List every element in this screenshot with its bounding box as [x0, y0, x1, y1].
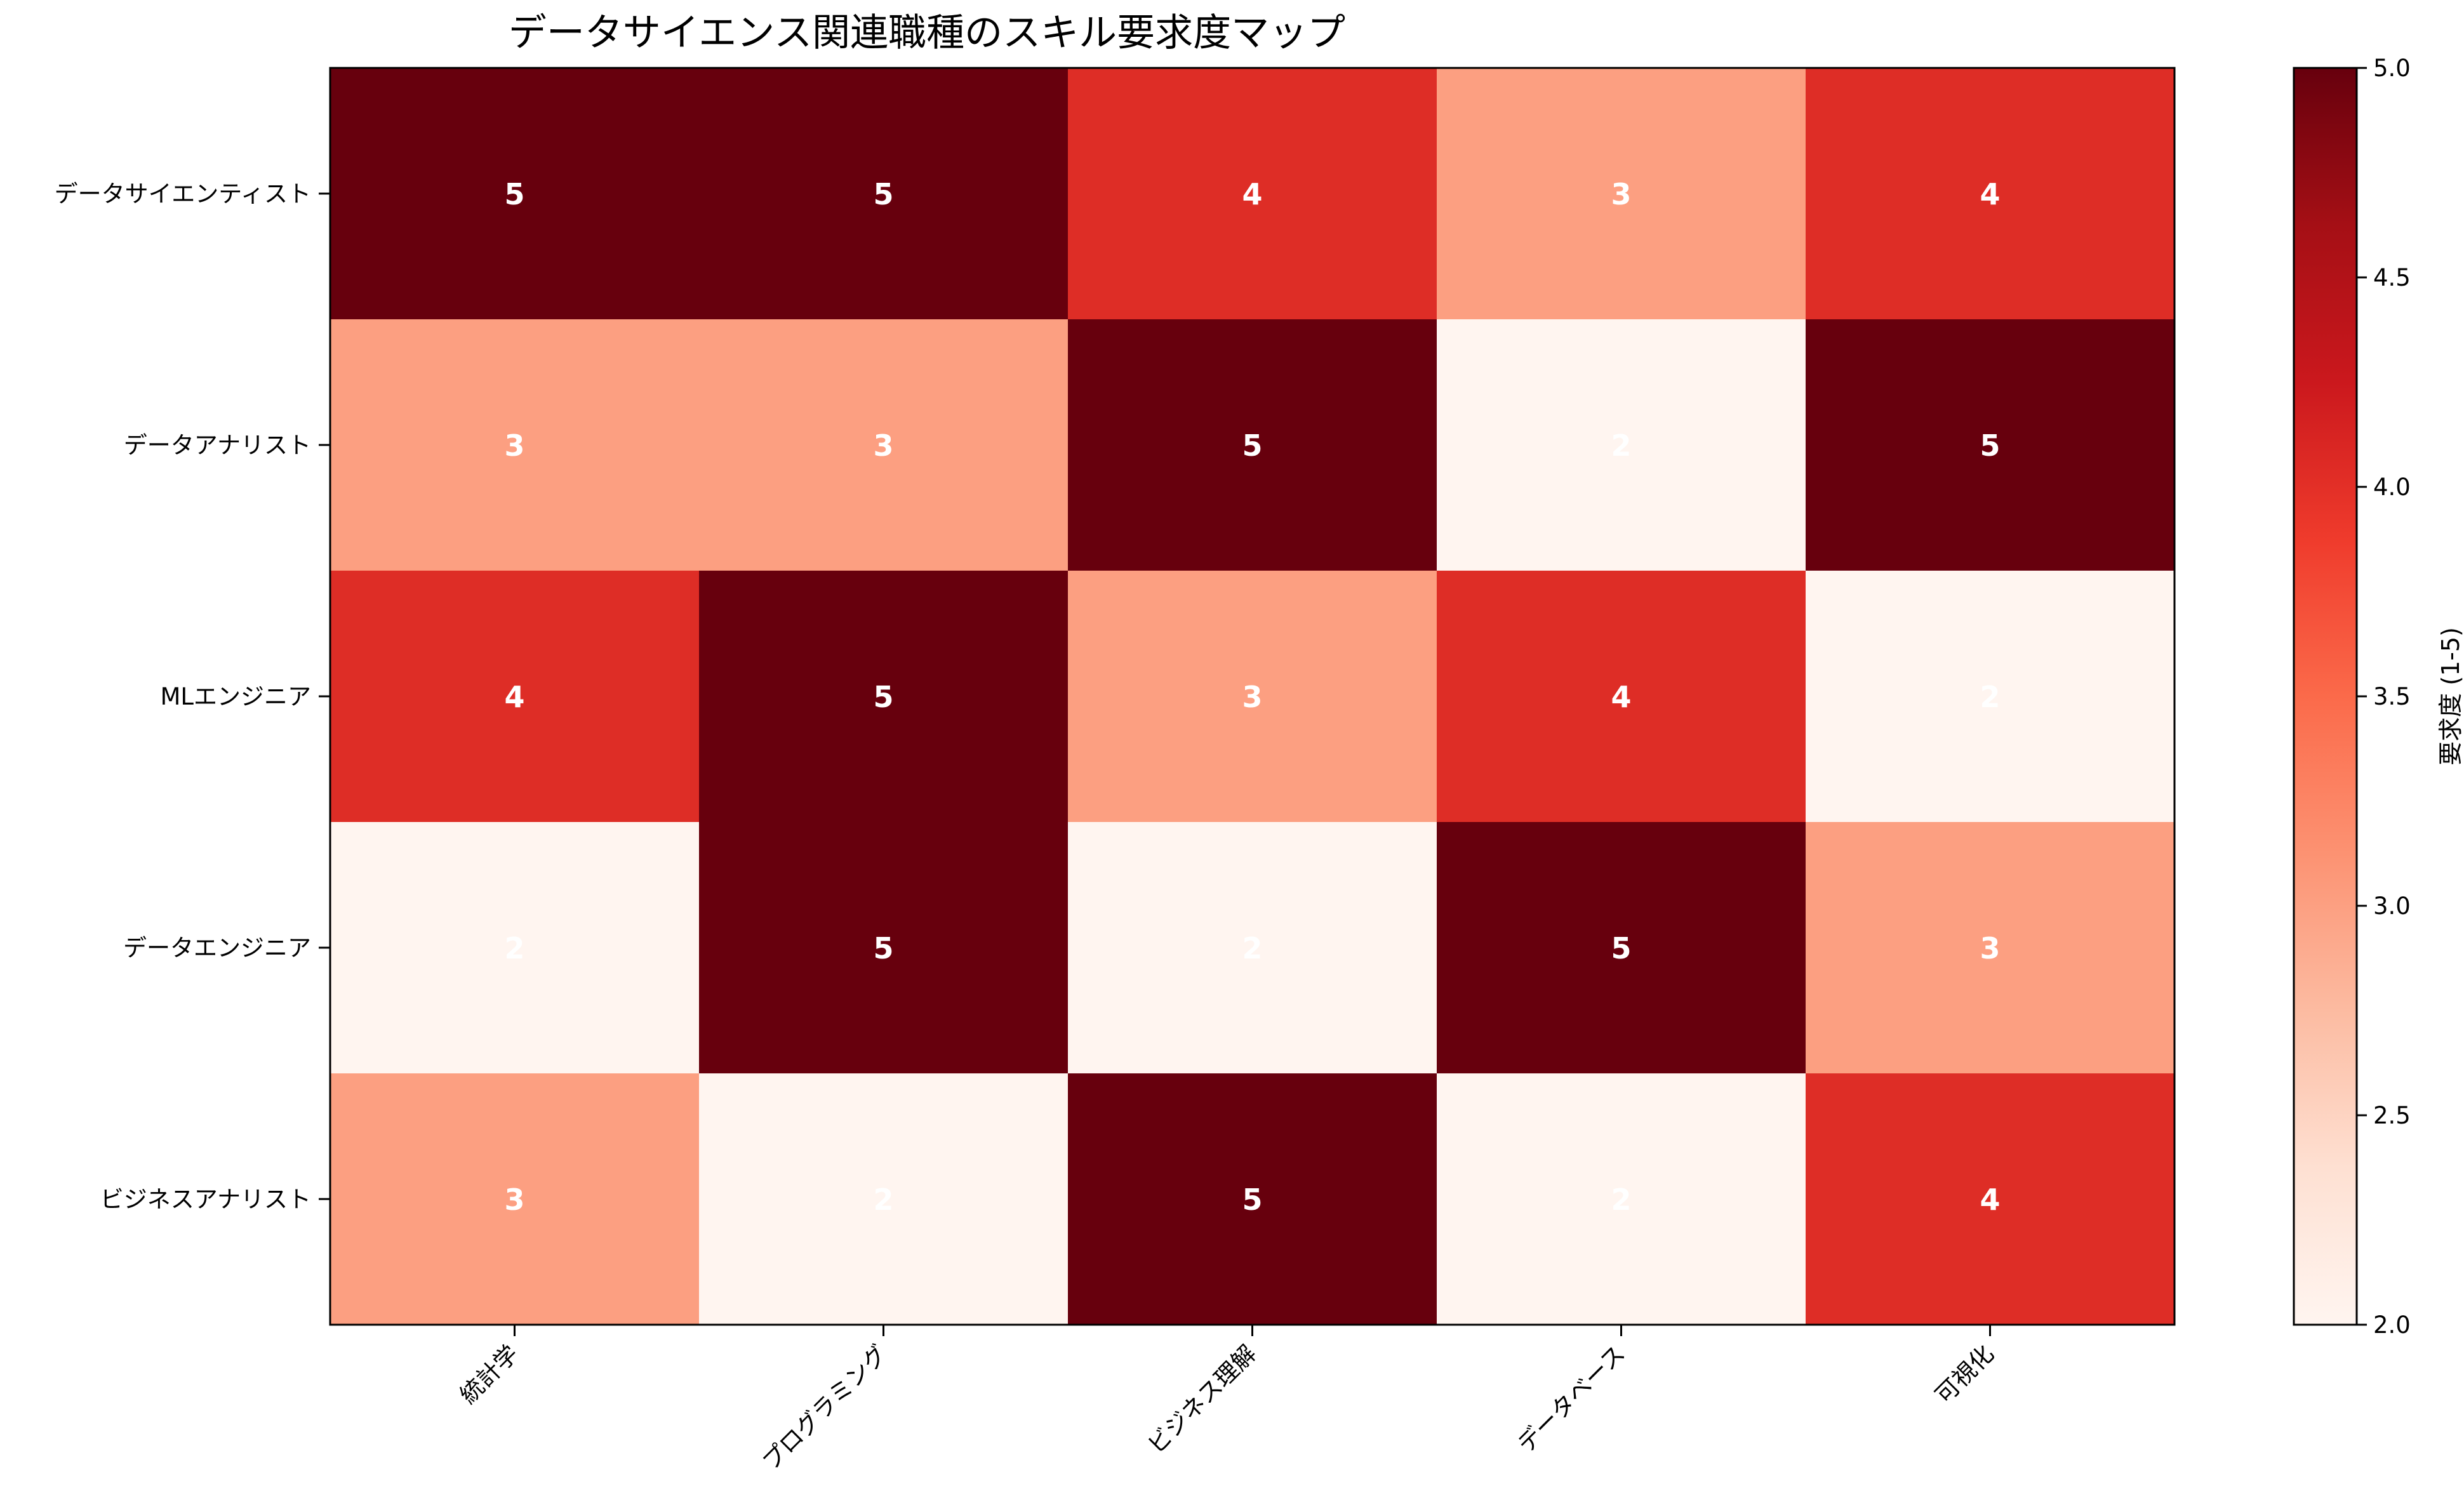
heatmap-cell — [1437, 822, 1806, 1074]
colorbar-tick-label: 5.0 — [2373, 55, 2411, 82]
y-tick-label: データサイエンティスト — [55, 180, 311, 208]
y-tick-label: データアナリスト — [124, 432, 311, 459]
cell-value-label: 5 — [1242, 1183, 1262, 1217]
cell-value-label: 2 — [504, 931, 524, 965]
heatmap-cell — [1437, 571, 1806, 823]
heatmap-cell — [1068, 319, 1437, 571]
heatmap-cell — [330, 319, 700, 571]
cell-value-label: 2 — [1242, 931, 1262, 965]
cell-value-label: 3 — [504, 1183, 524, 1217]
heatmap-cell — [699, 319, 1069, 571]
heatmap-cell — [330, 68, 700, 320]
heatmap-cell — [699, 1073, 1069, 1325]
heatmap-cell — [1437, 68, 1806, 320]
y-tick-label: ビジネスアナリスト — [100, 1186, 311, 1213]
cell-value-label: 5 — [873, 931, 893, 965]
heatmap-cell — [1068, 1073, 1437, 1325]
heatmap-cell — [1806, 822, 2175, 1074]
x-tick-label: 統計学 — [455, 1340, 524, 1409]
heatmap-cell — [1437, 1073, 1806, 1325]
cell-value-label: 4 — [1242, 177, 1262, 211]
cell-value-labels: 5 5 4 3 4 3 3 5 2 5 4 5 3 4 2 2 5 2 5 3 3 2 5 2 4 — [504, 177, 2000, 1217]
heatmap-cell — [1068, 68, 1437, 320]
colorbar-tick-label: 2.0 — [2373, 1311, 2411, 1339]
cell-value-label: 4 — [1611, 680, 1631, 714]
heatmap-cell — [1806, 68, 2175, 320]
x-tick-label: データベース — [1512, 1340, 1630, 1458]
heatmap-cell — [330, 1073, 700, 1325]
colorbar-tick-label: 2.5 — [2373, 1102, 2411, 1129]
chart-title: データサイエンス関連職種のスキル要求度マップ — [509, 11, 1345, 55]
colorbar-tick-label: 4.0 — [2373, 474, 2411, 501]
colorbar-ticks: 2.0 2.5 3.0 3.5 4.0 4.5 5.0 — [2357, 55, 2411, 1339]
heatmap-cell — [1437, 319, 1806, 571]
cell-value-label: 5 — [873, 177, 893, 211]
colorbar-tick-label: 3.0 — [2373, 892, 2411, 920]
heatmap-cell — [699, 68, 1069, 320]
cell-value-label: 2 — [1611, 428, 1631, 463]
cell-value-label: 4 — [1980, 177, 2000, 211]
heatmap-cell — [330, 822, 700, 1074]
heatmap-cell — [330, 571, 700, 823]
cell-value-label: 4 — [504, 680, 524, 714]
cell-value-label: 3 — [1242, 680, 1262, 714]
x-tick-label: 可視化 — [1930, 1340, 1999, 1409]
cell-value-label: 3 — [873, 428, 893, 463]
heatmap-cell — [1806, 1073, 2175, 1325]
x-tick-label: プログラミング — [757, 1340, 893, 1476]
cell-value-label: 2 — [1980, 680, 2000, 714]
cell-value-label: 5 — [873, 680, 893, 714]
cell-value-label: 4 — [1980, 1183, 2000, 1217]
heatmap-cell — [699, 571, 1069, 823]
colorbar-label: 要求度 (1-5) — [2437, 627, 2464, 766]
heatmap-cells — [330, 68, 2175, 1325]
cell-value-label: 5 — [504, 177, 524, 211]
cell-value-label: 3 — [1980, 931, 2000, 965]
heatmap-cell — [1806, 319, 2175, 571]
cell-value-label: 2 — [873, 1183, 893, 1217]
cell-value-label: 3 — [504, 428, 524, 463]
colorbar — [2293, 67, 2358, 1326]
x-tick-label: ビジネス理解 — [1142, 1340, 1261, 1459]
y-tick-label: データエンジニア — [123, 934, 311, 962]
cell-value-label: 5 — [1242, 428, 1262, 463]
cell-value-label: 5 — [1611, 931, 1631, 965]
cell-value-label: 3 — [1611, 177, 1631, 211]
y-tick-label: MLエンジニア — [160, 683, 311, 710]
cell-value-label: 5 — [1980, 428, 2000, 463]
heatmap-cell — [1806, 571, 2175, 823]
heatmap-cell — [699, 822, 1069, 1074]
cell-value-label: 2 — [1611, 1183, 1631, 1217]
x-axis-ticks: 統計学 プログラミング ビジネス理解 データベース 可視化 — [455, 1325, 1999, 1476]
colorbar-tick-label: 4.5 — [2373, 264, 2411, 291]
colorbar-tick-label: 3.5 — [2373, 683, 2411, 710]
heatmap-cell — [1068, 822, 1437, 1074]
heatmap-cell — [1068, 571, 1437, 823]
